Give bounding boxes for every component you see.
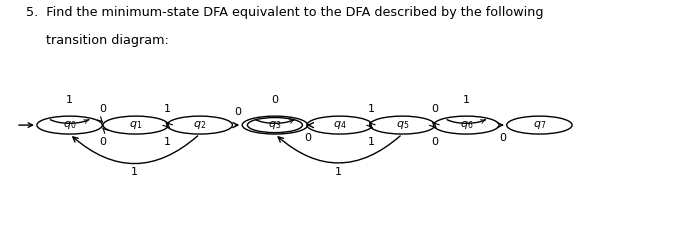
Text: $q_4$: $q_4$ <box>333 119 347 131</box>
Text: 1: 1 <box>131 167 139 177</box>
Text: 1: 1 <box>164 137 171 147</box>
Text: $q_0$: $q_0$ <box>63 119 77 131</box>
Text: 0: 0 <box>431 104 438 114</box>
Ellipse shape <box>507 116 572 134</box>
Ellipse shape <box>307 116 372 134</box>
Text: $q_3$: $q_3$ <box>268 119 282 131</box>
Ellipse shape <box>167 116 232 134</box>
Text: 1: 1 <box>164 104 171 114</box>
Text: 0: 0 <box>234 107 241 117</box>
Text: 1: 1 <box>335 167 342 177</box>
Text: 1: 1 <box>66 95 73 105</box>
Ellipse shape <box>242 116 308 134</box>
Text: $q_1$: $q_1$ <box>129 119 143 131</box>
Ellipse shape <box>434 116 499 134</box>
Text: $q_7$: $q_7$ <box>532 119 546 131</box>
Text: 1: 1 <box>463 95 470 105</box>
Text: 0: 0 <box>99 104 106 114</box>
Text: transition diagram:: transition diagram: <box>26 34 169 47</box>
Text: 0: 0 <box>271 95 278 105</box>
Text: 1: 1 <box>367 137 374 147</box>
Text: $q_5$: $q_5$ <box>395 119 409 131</box>
Text: $q_6$: $q_6$ <box>459 119 473 131</box>
Text: 5.  Find the minimum-state DFA equivalent to the DFA described by the following: 5. Find the minimum-state DFA equivalent… <box>26 6 544 19</box>
Text: 1: 1 <box>367 104 374 114</box>
Ellipse shape <box>370 116 435 134</box>
Text: $q_2$: $q_2$ <box>193 119 206 131</box>
Text: 0: 0 <box>303 133 311 143</box>
Text: 0: 0 <box>499 133 507 143</box>
Text: 0: 0 <box>99 137 106 147</box>
Ellipse shape <box>37 116 102 134</box>
Ellipse shape <box>103 116 168 134</box>
Text: 0: 0 <box>431 137 438 147</box>
